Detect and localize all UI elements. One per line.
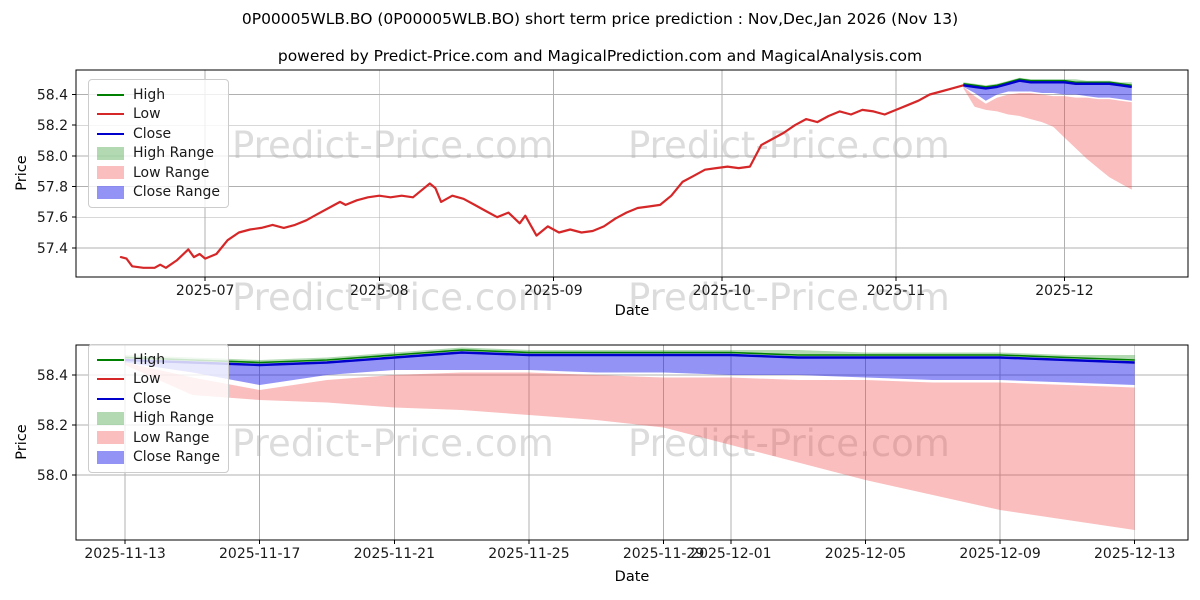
legend-label: Low xyxy=(133,371,161,388)
legend-label: Close Range xyxy=(133,184,220,201)
legend-label: High xyxy=(133,86,166,103)
powered-by-subtitle: powered by Predict-Price.com and Magical… xyxy=(277,47,923,65)
legend-label: High Range xyxy=(133,145,214,162)
watermark-text: Predict-Price.com xyxy=(232,276,554,319)
legend-patch-swatch xyxy=(97,166,124,180)
plot-border xyxy=(75,69,1189,278)
legend-item-close-range: Close Range xyxy=(97,448,220,468)
y-tick-label: 57.8 xyxy=(37,180,68,196)
legend-label: Low Range xyxy=(133,429,210,446)
legend-label: Close Range xyxy=(133,449,220,466)
close-line xyxy=(125,351,1135,367)
low-range-band xyxy=(963,86,1132,190)
legend-label: Low xyxy=(133,106,161,123)
legend-patch-swatch xyxy=(97,431,124,445)
legend-line-swatch xyxy=(97,132,124,135)
plot-border xyxy=(75,344,1189,541)
watermark-text: Predict-Price.com xyxy=(628,276,950,319)
low-line xyxy=(119,84,965,269)
legend-line-swatch xyxy=(97,113,124,116)
legend-label: Close xyxy=(133,390,172,407)
legend-item-high: High xyxy=(97,85,220,105)
legend-label: Close xyxy=(133,125,172,142)
y-tick-label: 57.4 xyxy=(37,241,68,257)
close-line xyxy=(963,79,1132,90)
legend-label: High Range xyxy=(133,410,214,427)
legend-patch-swatch xyxy=(97,450,124,464)
x-tick-label: 2025-12-13 xyxy=(1094,546,1175,562)
y-tick-label: 58.4 xyxy=(37,368,68,384)
legend-label: Low Range xyxy=(133,164,210,181)
legend-item-high-range: High Range xyxy=(97,144,220,164)
x-tick-label: 2025-11-25 xyxy=(488,546,569,562)
high-line xyxy=(125,349,1135,364)
history-legend: High Low Close High Range Low Range Close Ran… xyxy=(88,79,229,208)
legend-item-close: Close xyxy=(97,389,220,409)
low-range-band xyxy=(125,362,1135,530)
x-tick-label: 2025-09 xyxy=(524,283,583,299)
legend-item-high: High xyxy=(97,350,220,370)
legend-line-swatch xyxy=(97,93,124,96)
legend-patch-swatch xyxy=(97,411,124,425)
legend-patch-swatch xyxy=(97,185,124,199)
x-tick-label: 2025-11-21 xyxy=(354,546,435,562)
legend-item-close: Close xyxy=(97,124,220,144)
legend-item-high-range: High Range xyxy=(97,409,220,429)
x-tick-label: 2025-08 xyxy=(350,283,409,299)
y-tick-label: 58.0 xyxy=(37,149,68,165)
prediction-y-axis-label: Price xyxy=(14,424,30,460)
x-tick-label: 2025-11 xyxy=(867,283,926,299)
legend-item-close-range: Close Range xyxy=(97,183,220,203)
history-x-axis-label: Date xyxy=(614,303,650,319)
y-tick-label: 58.4 xyxy=(37,88,68,104)
legend-label: High xyxy=(133,351,166,368)
figure-title: 0P00005WLB.BO (0P00005WLB.BO) short term… xyxy=(241,10,959,28)
y-tick-label: 57.6 xyxy=(37,210,68,226)
legend-line-swatch xyxy=(97,358,124,361)
x-tick-label: 2025-10 xyxy=(693,283,752,299)
x-tick-label: 2025-12-09 xyxy=(959,546,1040,562)
prediction-legend: High Low Close High Range Low Range Close Ran… xyxy=(88,344,229,473)
legend-line-swatch xyxy=(97,397,124,400)
x-tick-label: 2025-12 xyxy=(1035,283,1094,299)
x-tick-label: 2025-11-17 xyxy=(219,546,300,562)
close-range-band xyxy=(125,352,1135,385)
legend-item-low-range: Low Range xyxy=(97,428,220,448)
x-tick-label: 2025-12-01 xyxy=(690,546,771,562)
legend-patch-swatch xyxy=(97,146,124,160)
y-tick-label: 58.2 xyxy=(37,118,68,134)
legend-item-low: Low xyxy=(97,370,220,390)
x-tick-label: 2025-11-13 xyxy=(84,546,165,562)
legend-item-low-range: Low Range xyxy=(97,163,220,183)
high-line xyxy=(963,78,1132,88)
y-tick-label: 58.2 xyxy=(37,418,68,434)
watermark-text: Predict-Price.com xyxy=(232,124,554,167)
x-tick-label: 2025-12-05 xyxy=(825,546,906,562)
watermark-text: Predict-Price.com xyxy=(232,422,554,465)
x-tick-label: 2025-11-29 xyxy=(623,546,704,562)
legend-item-low: Low xyxy=(97,105,220,125)
prediction-x-axis-label: Date xyxy=(614,569,650,585)
y-tick-label: 58.0 xyxy=(37,468,68,484)
legend-line-swatch xyxy=(97,378,124,381)
history-y-axis-label: Price xyxy=(14,155,30,191)
x-tick-label: 2025-07 xyxy=(176,283,235,299)
watermark-text: Predict-Price.com xyxy=(628,422,950,465)
